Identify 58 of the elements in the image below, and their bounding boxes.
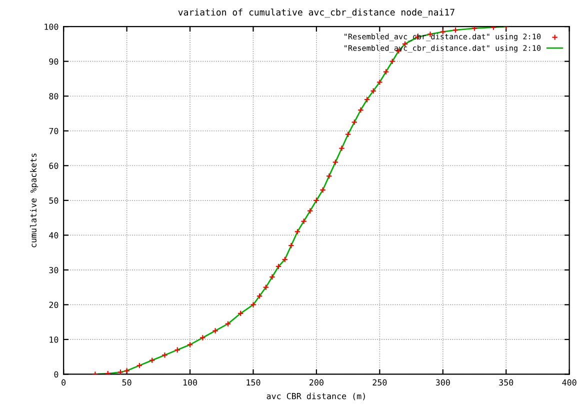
x-tick-label: 400 bbox=[562, 379, 576, 386]
point bbox=[269, 274, 276, 280]
point bbox=[452, 26, 459, 34]
y-tick-label: 20 bbox=[49, 302, 58, 308]
point bbox=[275, 263, 282, 270]
x-tick-label: 250 bbox=[372, 379, 387, 386]
point bbox=[282, 256, 288, 263]
y-tick-label: 50 bbox=[49, 197, 58, 204]
point bbox=[186, 342, 194, 348]
point bbox=[162, 352, 168, 358]
x-tick-label: 0 bbox=[62, 379, 66, 386]
point bbox=[224, 320, 232, 327]
point bbox=[262, 284, 270, 290]
x-tick-label: 150 bbox=[246, 379, 260, 386]
point bbox=[313, 197, 320, 204]
point bbox=[326, 172, 332, 180]
y-tick-label: 80 bbox=[49, 93, 58, 100]
y-tick-label: 90 bbox=[49, 58, 58, 65]
point bbox=[136, 362, 143, 369]
y-tick-label: 0 bbox=[54, 371, 58, 378]
point bbox=[117, 368, 124, 374]
point bbox=[358, 106, 364, 114]
point bbox=[344, 131, 352, 138]
point bbox=[370, 88, 377, 94]
x-tick-label: 200 bbox=[310, 379, 324, 386]
point bbox=[332, 159, 339, 166]
point bbox=[338, 145, 345, 152]
y-tick-label: 10 bbox=[50, 336, 58, 343]
point bbox=[124, 368, 130, 374]
y-tick-label: 60 bbox=[49, 162, 58, 169]
chart-title: variation of cumulative avc_cbr_distance node_nai17 bbox=[178, 8, 454, 18]
y-tick-label: 70 bbox=[49, 128, 58, 134]
point bbox=[250, 302, 256, 308]
point bbox=[237, 310, 244, 317]
point bbox=[382, 68, 390, 75]
point bbox=[306, 208, 314, 214]
point bbox=[351, 119, 358, 126]
point bbox=[174, 346, 181, 354]
point bbox=[300, 218, 307, 224]
y-tick-label: 40 bbox=[49, 232, 58, 238]
point bbox=[389, 58, 396, 65]
point bbox=[212, 328, 218, 334]
point bbox=[364, 96, 370, 103]
x-axis-title: avc CBR distance (m) bbox=[266, 392, 365, 400]
y-tick-label: 100 bbox=[44, 24, 58, 30]
x-tick-label: 100 bbox=[183, 379, 198, 386]
x-tick-label: 50 bbox=[122, 379, 132, 386]
x-tick-label: 300 bbox=[436, 379, 450, 386]
point bbox=[376, 79, 383, 86]
y-tick-label: 30 bbox=[49, 266, 58, 274]
point bbox=[294, 228, 301, 235]
point bbox=[288, 242, 294, 249]
point bbox=[148, 357, 156, 364]
point bbox=[200, 334, 206, 341]
y-axis-title: cumulative %packets bbox=[30, 154, 38, 248]
point bbox=[320, 186, 326, 194]
point bbox=[256, 292, 263, 300]
x-tick-label: 350 bbox=[499, 379, 514, 386]
